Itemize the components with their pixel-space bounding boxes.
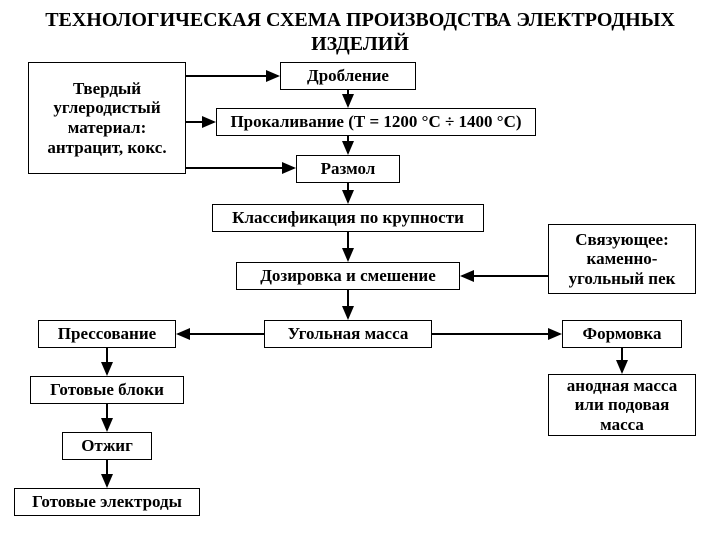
box-label: Дробление [307,66,389,86]
box-label: Твердый углеродистый материал: антрацит,… [35,79,179,157]
box-label: Размол [321,159,376,179]
box-anode-mass: анодная масса или подовая масса [548,374,696,436]
box-binder: Связующее: каменно-угольный пек [548,224,696,294]
box-classification: Классификация по крупности [212,204,484,232]
box-label: Прессование [58,324,156,344]
box-forming: Формовка [562,320,682,348]
box-label: Готовые электроды [32,492,182,512]
box-crushing: Дробление [280,62,416,90]
box-label: Отжиг [81,436,133,456]
box-label: Формовка [583,324,662,344]
box-label: Прокаливание (Т = 1200 °С ÷ 1400 °С) [230,112,521,132]
box-label: Дозировка и смешение [260,266,436,286]
box-pressing: Прессование [38,320,176,348]
box-label: Готовые блоки [50,380,164,400]
box-coal-mass: Угольная масса [264,320,432,348]
box-label: анодная масса или подовая масса [555,376,689,435]
diagram-title: ТЕХНОЛОГИЧЕСКАЯ СХЕМА ПРОИЗВОДСТВА ЭЛЕКТ… [0,0,720,60]
box-grinding: Размол [296,155,400,183]
box-label: Классификация по крупности [232,208,464,228]
box-label: Угольная масса [288,324,409,344]
box-calcination: Прокаливание (Т = 1200 °С ÷ 1400 °С) [216,108,536,136]
box-label: Связующее: каменно-угольный пек [555,230,689,289]
box-raw-material: Твердый углеродистый материал: антрацит,… [28,62,186,174]
box-dosing: Дозировка и смешение [236,262,460,290]
box-ready-blocks: Готовые блоки [30,376,184,404]
box-ready-electrodes: Готовые электроды [14,488,200,516]
box-annealing: Отжиг [62,432,152,460]
